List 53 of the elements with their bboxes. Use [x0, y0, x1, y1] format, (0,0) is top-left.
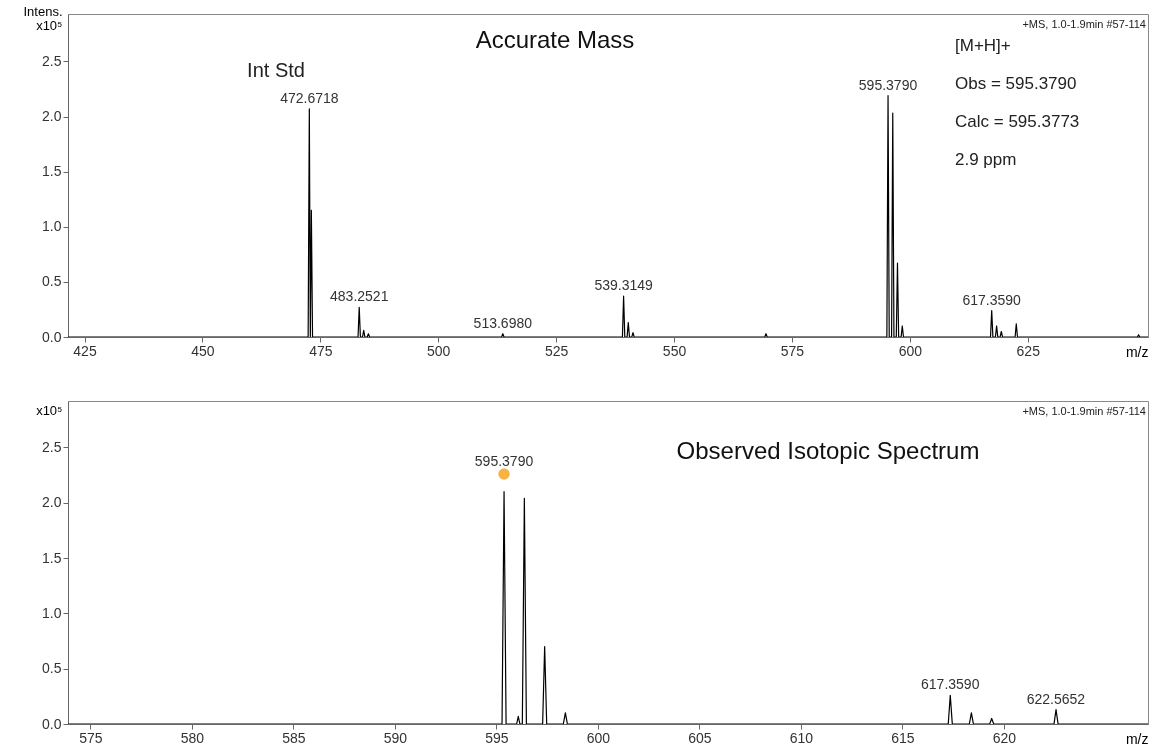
y-tick-label: 0.0 — [42, 328, 62, 345]
annotation: 483.2521 — [330, 288, 389, 305]
x-axis-title: m/z — [1125, 343, 1149, 360]
y-axis-title: x10⁵ — [36, 402, 63, 418]
y-axis-title: Intens. x10⁵ — [23, 3, 63, 33]
annotation: [M+H]+ — [955, 36, 1011, 55]
y-tick-label: 0.5 — [42, 273, 62, 290]
y-tick-label: 0.0 — [42, 715, 62, 732]
y-tick-label: 2.0 — [42, 494, 62, 511]
x-tick-label: 575 — [780, 342, 805, 359]
annotation: 595.3790 — [474, 452, 534, 469]
x-tick-label: 620 — [992, 729, 1017, 746]
y-tick-label: 2.0 — [42, 108, 62, 125]
x-tick-label: 475 — [309, 342, 333, 359]
annotation: 617.3590 — [962, 291, 1022, 308]
y-tick-label: 2.5 — [42, 438, 62, 455]
annotation: Obs = 595.3790 — [955, 74, 1077, 93]
annotation: Int Std — [247, 59, 305, 81]
x-axis-title: m/z — [1125, 730, 1149, 747]
x-tick-label: 580 — [180, 729, 205, 746]
x-tick-label: 525 — [544, 342, 569, 359]
x-tick-label: 595 — [485, 729, 509, 746]
annotation: 513.6980 — [473, 314, 533, 331]
annotation: 2.9 ppm — [955, 150, 1017, 169]
annotation: 472.6718 — [280, 89, 339, 106]
x-tick-label: 585 — [282, 729, 306, 746]
x-tick-label: 615 — [891, 729, 915, 746]
y-tick-label: 1.5 — [42, 549, 62, 566]
y-tick-label: 0.5 — [42, 660, 62, 677]
x-tick-label: 450 — [191, 342, 215, 359]
x-tick-label: 550 — [662, 342, 687, 359]
x-tick-label: 600 — [586, 729, 611, 746]
y-tick-label: 2.5 — [42, 52, 62, 69]
annotation: +MS, 1.0-1.9min #57-114 — [1022, 18, 1146, 30]
text: Observed Isotopic Spectrum — [676, 437, 980, 464]
x-tick-label: 575 — [79, 729, 103, 746]
x-tick-label: 625 — [1016, 342, 1041, 359]
annotation: 595.3790 — [858, 76, 918, 93]
x-tick-label: 425 — [73, 342, 97, 359]
y-tick-label: 1.5 — [42, 163, 62, 180]
x-tick-label: 605 — [688, 729, 712, 746]
x-tick-label: 600 — [898, 342, 923, 359]
annotation: 539.3149 — [594, 277, 654, 294]
x-tick-label: 610 — [789, 729, 814, 746]
annotation: Calc = 595.3773 — [955, 112, 1080, 131]
y-tick-label: 1.0 — [42, 604, 62, 621]
text: Accurate Mass — [475, 26, 635, 53]
x-tick-label: 590 — [383, 729, 408, 746]
y-tick-label: 1.0 — [42, 218, 62, 235]
x-tick-label: 500 — [427, 342, 451, 359]
annotation: 617.3590 — [921, 676, 980, 693]
annotation: 622.5652 — [1026, 690, 1086, 707]
annotation: +MS, 1.0-1.9min #57-114 — [1022, 405, 1146, 417]
